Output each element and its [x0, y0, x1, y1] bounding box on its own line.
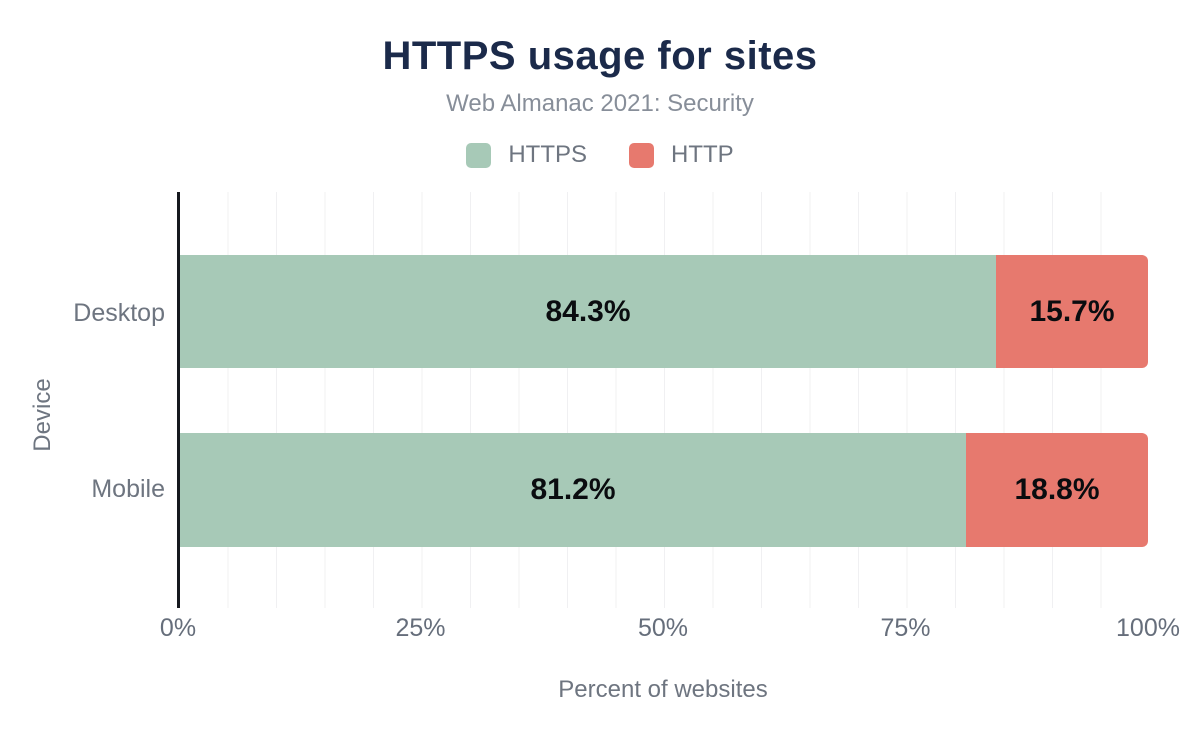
x-tick-75: 75% [880, 614, 931, 642]
plot-area: 84.3% 15.7% 81.2% 18.8% [177, 192, 1148, 608]
legend: HTTPS HTTP [0, 141, 1200, 169]
category-label-desktop: Desktop [73, 299, 165, 327]
x-tick-50: 50% [637, 614, 689, 642]
chart-subtitle: Web Almanac 2021: Security [446, 90, 754, 117]
y-axis-title: Device [29, 378, 56, 452]
value-label-desktop-http: 15.7% [1029, 294, 1115, 328]
legend-label-http: HTTP [671, 141, 734, 168]
bar-segment-mobile-http: 18.8% [966, 433, 1148, 547]
x-axis-title: Percent of websites [558, 676, 768, 703]
category-label-mobile: Mobile [91, 475, 165, 503]
legend-item-https: HTTPS [466, 141, 587, 169]
bar-mobile: 81.2% 18.8% [180, 433, 1148, 547]
legend-label-https: HTTPS [508, 141, 587, 168]
http-legend-swatch-icon [629, 142, 654, 168]
bar-segment-desktop-http: 15.7% [996, 255, 1148, 368]
chart-title: HTTPS usage for sites [382, 34, 818, 78]
bar-segment-desktop-https: 84.3% [180, 255, 997, 368]
x-axis-ticks: 0% 25% 50% 75% 100% [160, 614, 1180, 646]
value-label-mobile-http: 18.8% [1014, 473, 1100, 506]
x-tick-100: 100% [1116, 614, 1180, 642]
x-tick-25: 25% [395, 614, 446, 642]
value-label-mobile-https: 81.2% [530, 473, 616, 506]
https-legend-swatch-icon [466, 142, 492, 168]
value-label-desktop-https: 84.3% [545, 294, 631, 328]
legend-item-http: HTTP [629, 141, 734, 169]
bar-segment-mobile-https: 81.2% [180, 433, 967, 547]
x-tick-0: 0% [159, 614, 197, 642]
bar-desktop: 84.3% 15.7% [180, 255, 1148, 368]
